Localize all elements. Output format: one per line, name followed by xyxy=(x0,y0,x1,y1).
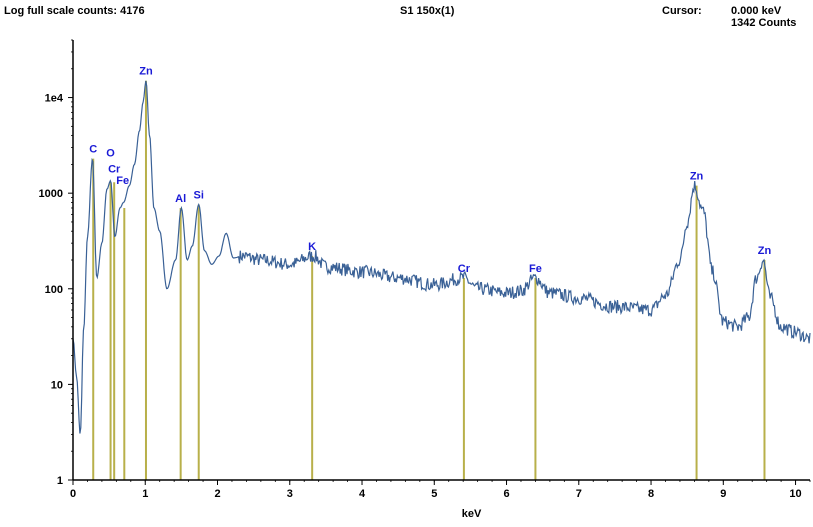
sample-label: S1 150x(1) xyxy=(400,5,455,17)
x-tick-label: 9 xyxy=(720,488,726,500)
element-label: Fe xyxy=(116,175,129,187)
element-label: Zn xyxy=(139,66,153,78)
y-tick-label: 1000 xyxy=(39,188,63,200)
x-tick-label: 2 xyxy=(214,488,220,500)
y-tick-label: 1e4 xyxy=(45,93,64,105)
element-label: K xyxy=(308,241,316,253)
x-tick-label: 5 xyxy=(431,488,437,500)
x-tick-label: 10 xyxy=(789,488,801,500)
cursor-counts-readout: 1342 Counts xyxy=(731,17,797,29)
element-label: C xyxy=(89,144,97,156)
x-tick-label: 3 xyxy=(287,488,293,500)
cursor-kev-readout: 0.000 keV xyxy=(731,5,782,17)
y-tick-label: 1 xyxy=(57,475,63,487)
element-label: Si xyxy=(194,190,204,202)
element-label: Zn xyxy=(690,171,704,183)
cursor-label: Cursor: xyxy=(662,5,702,17)
spectrum-series xyxy=(72,80,811,434)
element-label: Fe xyxy=(529,263,542,275)
element-label: Cr xyxy=(108,163,121,175)
x-tick-label: 8 xyxy=(648,488,654,500)
element-label: Al xyxy=(175,193,186,205)
x-tick-label: 1 xyxy=(142,488,148,500)
element-label: Zn xyxy=(758,245,772,257)
full-scale-label: Log full scale counts: 4176 xyxy=(4,5,145,17)
axes xyxy=(72,40,810,481)
marker-lines xyxy=(92,80,766,480)
x-tick-label: 4 xyxy=(359,488,366,500)
x-axis-title: keV xyxy=(462,508,482,520)
spectrum-trace xyxy=(72,80,811,434)
y-tick-label: 10 xyxy=(51,379,63,391)
y-tick-label: 100 xyxy=(45,284,63,296)
element-label: Cr xyxy=(458,263,471,275)
x-tick-label: 0 xyxy=(70,488,76,500)
x-tick-label: 7 xyxy=(576,488,582,500)
x-tick-label: 6 xyxy=(503,488,509,500)
element-label: O xyxy=(106,147,115,159)
